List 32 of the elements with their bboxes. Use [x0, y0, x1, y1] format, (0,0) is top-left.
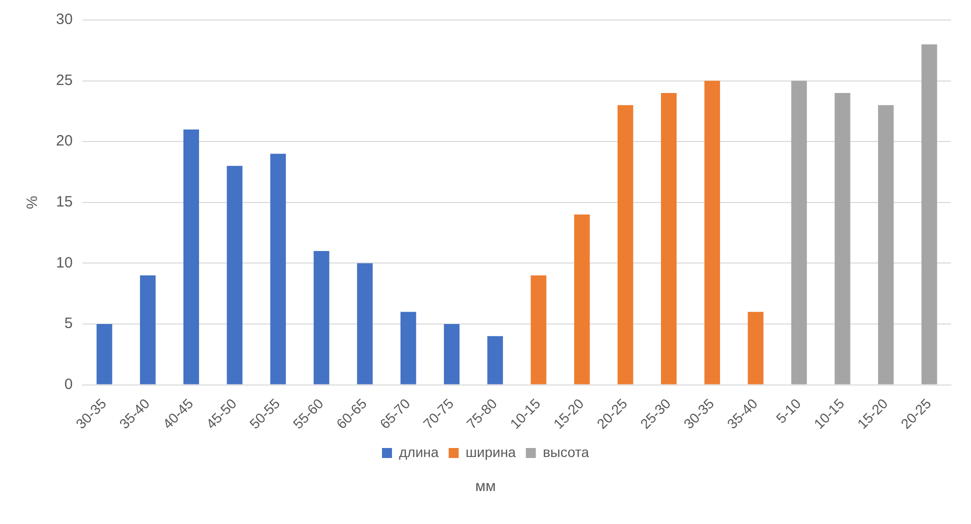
- bar: [530, 275, 546, 384]
- bar: [660, 92, 677, 384]
- bar: [704, 80, 720, 384]
- bar: [834, 92, 850, 384]
- x-axis-title: мм: [474, 478, 497, 495]
- legend-label: ширина: [466, 444, 516, 460]
- bar: [791, 80, 807, 384]
- bar: [921, 44, 938, 384]
- y-tick-label: 5: [64, 315, 73, 332]
- y-tick-label: 10: [56, 254, 73, 272]
- legend-label: высота: [542, 444, 590, 460]
- bar: [270, 154, 286, 384]
- bar: [96, 324, 112, 384]
- legend-label: длина: [398, 444, 439, 460]
- bar: [748, 312, 764, 384]
- bar: [444, 324, 460, 384]
- y-tick-label: 15: [56, 194, 73, 211]
- bar: [357, 263, 373, 384]
- y-tick-label: 20: [56, 132, 73, 150]
- bar: [878, 105, 894, 384]
- bar: [400, 312, 416, 384]
- bar: [314, 251, 330, 384]
- bar: [487, 336, 503, 384]
- bar: [618, 105, 634, 384]
- y-tick-label: 25: [56, 72, 73, 89]
- y-tick-label: 0: [64, 376, 73, 393]
- y-axis-title: %: [24, 196, 42, 210]
- bar: [183, 129, 200, 384]
- y-tick-label: 30: [56, 11, 73, 28]
- bar: [574, 214, 590, 384]
- bar: [140, 275, 156, 384]
- bar: [226, 166, 242, 384]
